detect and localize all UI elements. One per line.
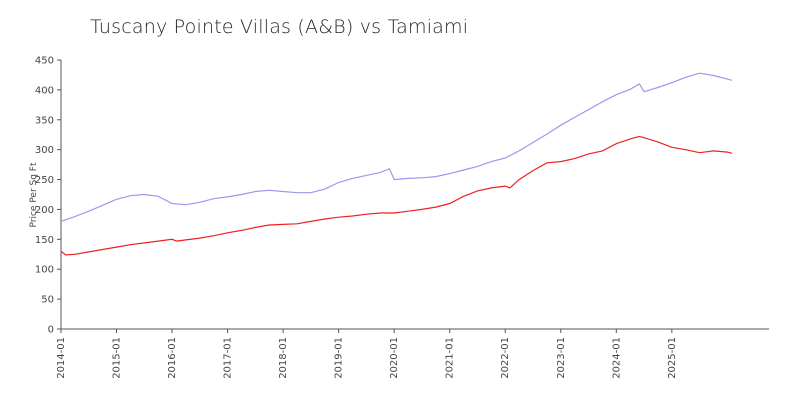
y-tick-label: 350	[35, 115, 54, 126]
x-tick-label: 2023-01	[556, 337, 567, 379]
y-tick-label: 0	[48, 325, 54, 336]
chart-title: Tuscany Pointe Villas (A&B) vs Tamiami	[90, 16, 469, 38]
x-tick-label: 2014-01	[56, 337, 67, 379]
y-tick-label: 300	[35, 145, 54, 156]
axes: 0 50 100 150 200 250 300 350 400 450 2014-01 2015-0…	[35, 56, 769, 379]
series-line-1	[60, 72, 733, 222]
x-tick-label: 2020-01	[389, 337, 400, 379]
y-tick-label: 400	[35, 85, 54, 96]
x-tick-label: 2019-01	[334, 337, 345, 379]
y-tick-label: 200	[35, 205, 54, 216]
y-tick-label: 150	[35, 235, 54, 246]
y-axis-label: Price Per Sq Ft	[29, 162, 39, 227]
y-tick-label: 50	[41, 295, 54, 306]
x-tick-label: 2015-01	[112, 337, 123, 379]
x-tick-label: 2024-01	[611, 337, 622, 379]
x-tick-label: 2021-01	[445, 337, 456, 379]
series-group	[60, 72, 733, 256]
y-tick-label: 100	[35, 265, 54, 276]
x-tick-label: 2016-01	[167, 337, 178, 379]
x-tick-label: 2017-01	[223, 337, 234, 379]
x-tick-label: 2022-01	[500, 337, 511, 379]
x-tick-label: 2018-01	[278, 337, 289, 379]
series-line-2	[60, 135, 733, 256]
y-tick-label: 450	[35, 56, 54, 67]
x-tick-label: 2025-01	[667, 337, 678, 379]
y-tick-label: 250	[35, 175, 54, 186]
